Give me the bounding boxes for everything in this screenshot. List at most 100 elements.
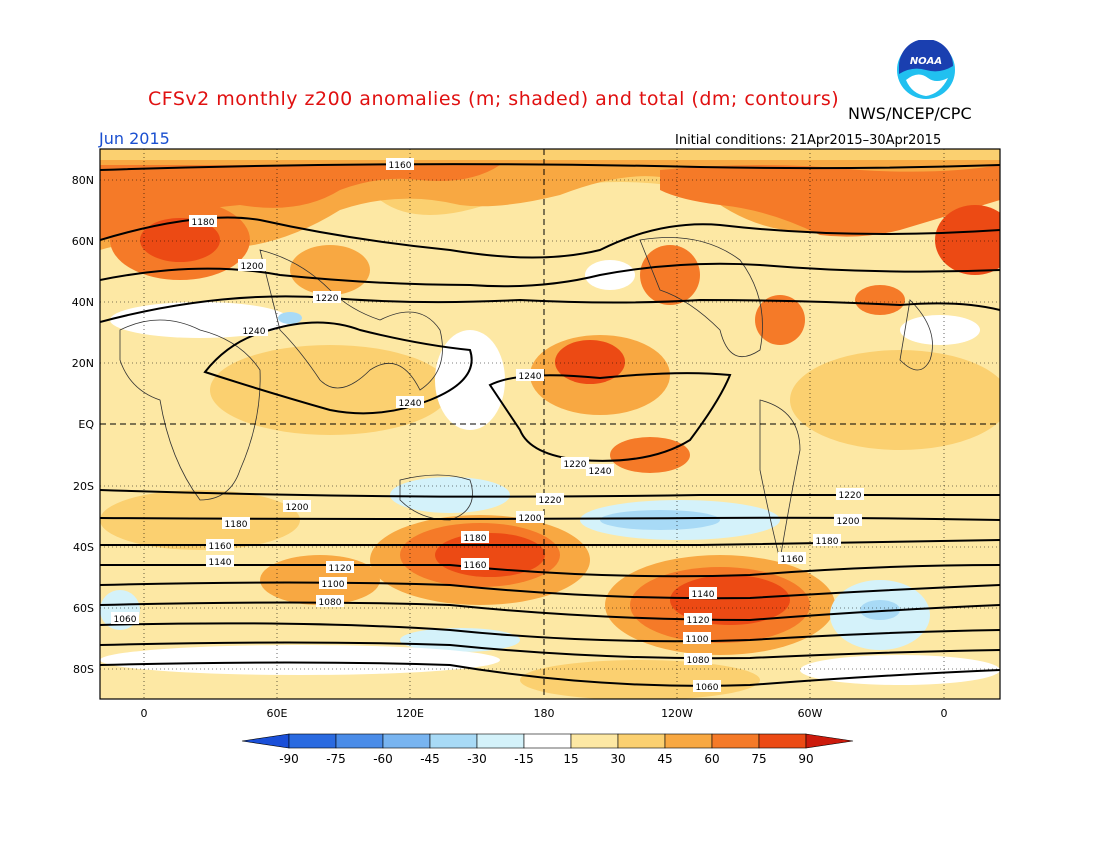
colorbar-segment bbox=[758, 733, 807, 749]
contour-label-box bbox=[683, 632, 711, 644]
colorbar-left-arrow bbox=[241, 733, 290, 749]
contour-label-box bbox=[238, 259, 266, 271]
contour-label-box bbox=[461, 558, 489, 570]
contour-label: 1060 bbox=[114, 615, 137, 625]
contour-label: 1180 bbox=[816, 537, 839, 547]
contour-label-box bbox=[222, 517, 250, 529]
contour-label: 1080 bbox=[319, 598, 342, 608]
contour-label-box bbox=[326, 561, 354, 573]
contour-label: 1140 bbox=[209, 558, 232, 568]
contour-label: 1220 bbox=[564, 460, 587, 470]
colorbar-label: 45 bbox=[657, 752, 673, 766]
agency-label: NWS/NCEP/CPC bbox=[848, 104, 972, 123]
contour-label-box bbox=[316, 595, 344, 607]
contour-label: 1140 bbox=[692, 590, 715, 600]
contour-label-box bbox=[778, 552, 806, 564]
colorbar-label: -75 bbox=[326, 752, 346, 766]
contour-label: 1240 bbox=[399, 399, 422, 409]
contour-label: 1200 bbox=[286, 503, 309, 513]
logo-text: NOAA bbox=[910, 56, 942, 67]
contour-label: 1160 bbox=[389, 161, 412, 171]
colorbar-segment bbox=[429, 733, 478, 749]
contour-label-box bbox=[240, 324, 268, 336]
contour-label-box bbox=[561, 457, 589, 469]
contour-label-box bbox=[684, 613, 712, 625]
contour-label: 1160 bbox=[464, 561, 487, 571]
lon-label-60e: 60E bbox=[266, 707, 288, 720]
coastlines bbox=[119, 237, 933, 561]
contour-label: 1120 bbox=[687, 616, 710, 626]
contour-label-box bbox=[189, 215, 217, 227]
contour-label-box bbox=[283, 500, 311, 512]
colorbar-label: -90 bbox=[279, 752, 299, 766]
lat-label-60s: 60S bbox=[73, 602, 94, 615]
contour-label-box bbox=[536, 493, 564, 505]
contour-label: 1100 bbox=[322, 580, 345, 590]
contour-label: 1220 bbox=[539, 496, 562, 506]
contour-label: 1100 bbox=[686, 635, 709, 645]
contour-label: 1240 bbox=[243, 327, 266, 337]
colorbar-label: -30 bbox=[467, 752, 487, 766]
contour-label: 1220 bbox=[316, 294, 339, 304]
lat-label-80s: 80S bbox=[73, 663, 94, 676]
contour-label-box bbox=[813, 534, 841, 546]
lat-label-eq: EQ bbox=[78, 418, 94, 431]
contour-label-box bbox=[834, 514, 862, 526]
contour-label: 1180 bbox=[464, 534, 487, 544]
contour-label-box bbox=[386, 158, 414, 170]
map-title: CFSv2 monthly z200 anomalies (m; shaded)… bbox=[148, 88, 840, 110]
lat-label-40n: 40N bbox=[71, 296, 94, 309]
contour-label: 1120 bbox=[329, 564, 352, 574]
colorbar-segment bbox=[288, 733, 337, 749]
contour-label: 1200 bbox=[241, 262, 264, 272]
forecast-month: Jun 2015 bbox=[99, 129, 170, 148]
colorbar-label: 75 bbox=[751, 752, 767, 766]
contour-label-box bbox=[693, 680, 721, 692]
lat-label-20s: 20S bbox=[73, 480, 94, 493]
colorbar-label: 30 bbox=[610, 752, 626, 766]
colorbar-label: 15 bbox=[563, 752, 579, 766]
colorbar-segment bbox=[523, 733, 572, 749]
total-contours bbox=[100, 163, 1000, 687]
contour-label-box bbox=[516, 511, 544, 523]
lon-label-60w: 60W bbox=[797, 707, 823, 720]
map-frame bbox=[99, 148, 1001, 700]
contour-label: 1200 bbox=[519, 514, 542, 524]
colorbar-label: -60 bbox=[373, 752, 393, 766]
colorbar-segment bbox=[335, 733, 384, 749]
contour-label: 1220 bbox=[839, 491, 862, 501]
contour-label-box bbox=[396, 396, 424, 408]
colorbar-segment bbox=[570, 733, 619, 749]
lat-label-60n: 60N bbox=[71, 235, 94, 248]
contour-label-box bbox=[689, 587, 717, 599]
contour-label: 1060 bbox=[696, 683, 719, 693]
colorbar-segment bbox=[711, 733, 760, 749]
contour-label: 1240 bbox=[589, 467, 612, 477]
contour-label: 1240 bbox=[519, 372, 542, 382]
initial-conditions: Initial conditions: 21Apr2015–30Apr2015 bbox=[675, 133, 942, 148]
colorbar-segment bbox=[382, 733, 431, 749]
lon-label-0-east: 0 bbox=[940, 707, 948, 720]
contour-label-box bbox=[684, 653, 712, 665]
lat-label-20n: 20N bbox=[71, 357, 94, 370]
colorbar-label: 60 bbox=[704, 752, 720, 766]
contour-label: 1160 bbox=[781, 555, 804, 565]
lon-label-120w: 120W bbox=[661, 707, 693, 720]
colorbar-right-arrow bbox=[805, 733, 854, 749]
colorbar-segment bbox=[476, 733, 525, 749]
contour-label-box bbox=[836, 488, 864, 500]
colorbar-segment bbox=[664, 733, 713, 749]
lat-label-40s: 40S bbox=[73, 541, 94, 554]
logo-sky-shape bbox=[899, 40, 953, 74]
lat-label-80n: 80N bbox=[71, 174, 94, 187]
logo-wave-shape bbox=[906, 74, 948, 96]
contour-labels: 1160118012001220124012401240122012001180… bbox=[111, 158, 864, 693]
colorbar-label: -45 bbox=[420, 752, 440, 766]
contour-label-box bbox=[206, 539, 234, 551]
contour-label-box bbox=[313, 291, 341, 303]
contour-label-box bbox=[516, 369, 544, 381]
contour-label: 1180 bbox=[192, 218, 215, 228]
colorbar-segment bbox=[617, 733, 666, 749]
contour-label-box bbox=[111, 612, 139, 624]
